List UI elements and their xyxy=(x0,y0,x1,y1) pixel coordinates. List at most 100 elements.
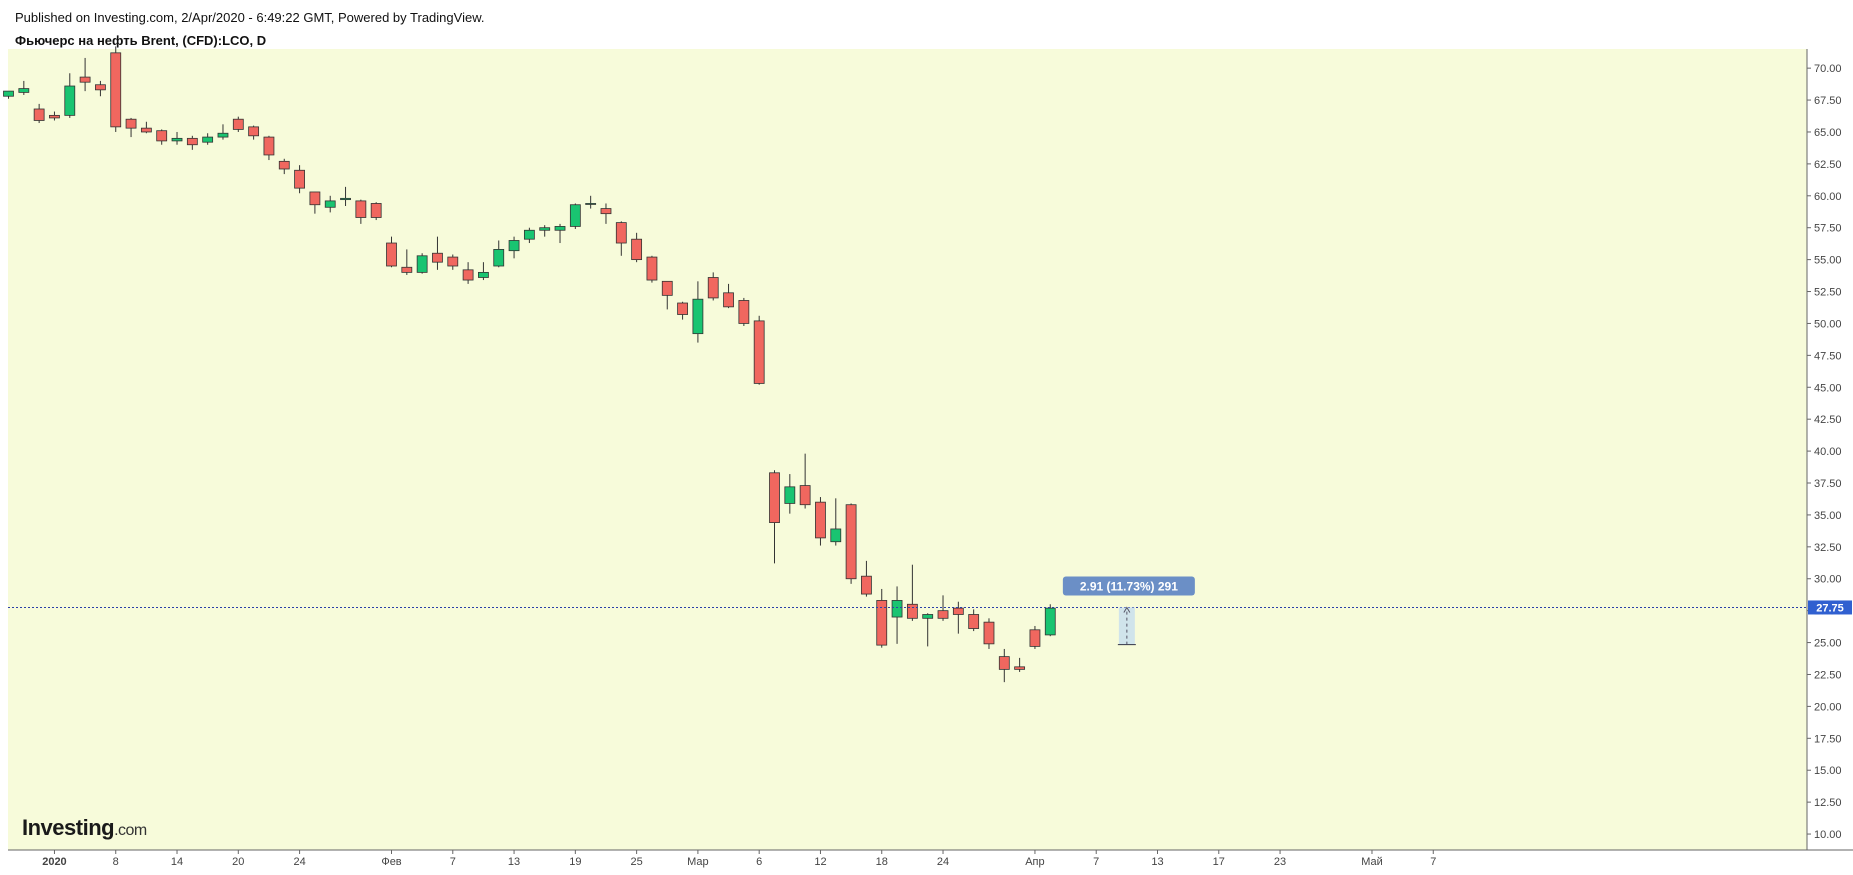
candle-body-down xyxy=(263,136,275,156)
plot-background xyxy=(8,49,1807,850)
price-tick-label: 57.50 xyxy=(1814,223,1842,235)
candle-body-up xyxy=(493,249,505,267)
candle xyxy=(340,186,351,207)
candle-body-down xyxy=(447,256,459,267)
price-tick-label: 67.50 xyxy=(1814,95,1842,107)
candle xyxy=(753,315,765,385)
candle-body-down xyxy=(33,108,45,121)
candle-body-up xyxy=(784,486,796,504)
candle xyxy=(845,503,857,584)
candle xyxy=(968,609,980,632)
candle xyxy=(79,57,91,92)
candle xyxy=(493,240,505,268)
candle xyxy=(171,131,183,145)
instrument-title: Фьючерс на нефть Brent, (CFD):LCO, D xyxy=(15,33,267,48)
candle xyxy=(186,135,198,150)
candle xyxy=(248,125,260,140)
candle-body-down xyxy=(937,610,949,619)
candle-body-down xyxy=(125,118,137,129)
candle xyxy=(738,297,750,326)
candle xyxy=(18,80,30,95)
candle xyxy=(998,648,1010,683)
candle-body-down xyxy=(952,607,964,615)
candle xyxy=(692,281,704,343)
candle xyxy=(217,124,229,140)
price-tick-label: 22.50 xyxy=(1814,669,1842,681)
candle xyxy=(585,195,597,209)
candle-body-down xyxy=(845,504,857,580)
candle xyxy=(232,116,244,132)
candle-body-down xyxy=(294,169,305,189)
time-tick-label: 2020 xyxy=(42,856,66,868)
candle xyxy=(202,133,214,145)
price-tick-label: 52.50 xyxy=(1814,287,1842,299)
candle-body-down xyxy=(707,277,719,299)
candle xyxy=(830,498,842,546)
candle xyxy=(539,225,551,237)
price-tick-label: 40.00 xyxy=(1814,446,1842,458)
candle xyxy=(631,232,643,263)
price-tick-label: 17.50 xyxy=(1814,733,1842,745)
candle-body-down xyxy=(432,252,443,263)
candle-body-down xyxy=(462,269,474,281)
candle-body-down xyxy=(815,501,826,539)
candle-body-up xyxy=(171,137,183,142)
price-tick-label: 47.50 xyxy=(1814,350,1842,362)
time-tick-label: 24 xyxy=(937,856,949,868)
candle-body-down xyxy=(615,222,627,244)
candle-body-up xyxy=(569,204,581,227)
time-tick-label: 17 xyxy=(1213,856,1225,868)
candle xyxy=(447,254,459,270)
time-tick-label: 20 xyxy=(232,856,244,868)
candle-body-down xyxy=(309,191,321,206)
price-tick-label: 10.00 xyxy=(1814,829,1842,841)
measure-tool[interactable]: 2.91 (11.73%) 291 xyxy=(1062,576,1195,646)
candle-body-down xyxy=(49,114,60,119)
candle xyxy=(64,73,76,118)
price-tick-label: 30.00 xyxy=(1814,574,1842,586)
candle-body-down xyxy=(156,130,168,142)
price-tick-label: 45.00 xyxy=(1814,382,1842,394)
candle-body-down xyxy=(998,656,1010,670)
time-tick-label: 13 xyxy=(1151,856,1163,868)
price-tick-label: 37.50 xyxy=(1814,478,1842,490)
time-tick-label: Фев xyxy=(381,856,401,868)
time-tick-label: Май xyxy=(1361,856,1383,868)
candle-body-down xyxy=(1014,666,1026,670)
candle xyxy=(600,203,612,224)
candle xyxy=(523,227,535,244)
candle xyxy=(401,249,413,275)
current-price-tag: 27.75 xyxy=(1808,600,1852,615)
price-tick-label: 62.50 xyxy=(1814,159,1842,171)
candle-body-up xyxy=(478,271,489,278)
candle-body-up xyxy=(585,203,597,205)
candle-body-up xyxy=(340,197,351,201)
candle xyxy=(646,255,658,283)
candle-body-down xyxy=(876,600,888,646)
candle xyxy=(263,135,275,161)
candle xyxy=(110,46,122,132)
candles xyxy=(3,46,1056,683)
candle-body-up xyxy=(891,600,903,618)
price-tick-label: 70.00 xyxy=(1814,63,1842,75)
price-tick-label: 15.00 xyxy=(1814,765,1842,777)
candle xyxy=(1029,625,1041,649)
time-tick-label: 14 xyxy=(171,856,183,868)
published-caption: Published on Investing.com, 2/Apr/2020 -… xyxy=(15,10,485,25)
time-tick-label: 23 xyxy=(1274,856,1286,868)
candle xyxy=(723,283,734,309)
measure-label-box xyxy=(1062,576,1195,596)
price-tick-label: 42.50 xyxy=(1814,414,1842,426)
candle xyxy=(937,595,949,621)
candle-body-down xyxy=(248,126,260,137)
candle xyxy=(615,221,627,256)
candle xyxy=(891,586,903,644)
candle-body-up xyxy=(202,136,214,143)
candle-body-down xyxy=(769,472,780,523)
candle-body-up xyxy=(508,240,520,252)
candle-body-down xyxy=(661,280,673,296)
candle-body-down xyxy=(983,621,995,645)
candle-body-down xyxy=(631,238,643,261)
candle-body-up xyxy=(830,528,842,543)
